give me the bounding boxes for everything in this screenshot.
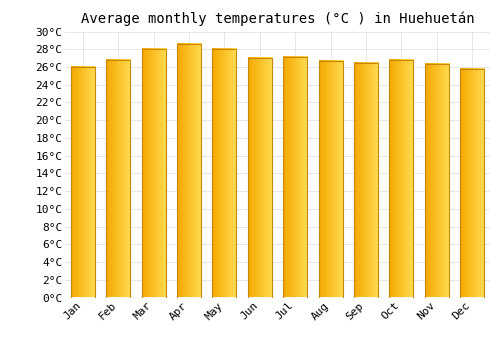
- Bar: [318, 61, 342, 297]
- Bar: [177, 44, 201, 298]
- Bar: [248, 58, 272, 298]
- Bar: [70, 67, 94, 298]
- Bar: [354, 63, 378, 298]
- Bar: [390, 60, 413, 298]
- Bar: [142, 49, 166, 298]
- Bar: [212, 49, 236, 298]
- Title: Average monthly temperatures (°C ) in Huehuetán: Average monthly temperatures (°C ) in Hu…: [80, 12, 474, 26]
- Bar: [106, 60, 130, 298]
- Bar: [283, 57, 307, 298]
- Bar: [460, 69, 484, 298]
- Bar: [425, 64, 449, 298]
